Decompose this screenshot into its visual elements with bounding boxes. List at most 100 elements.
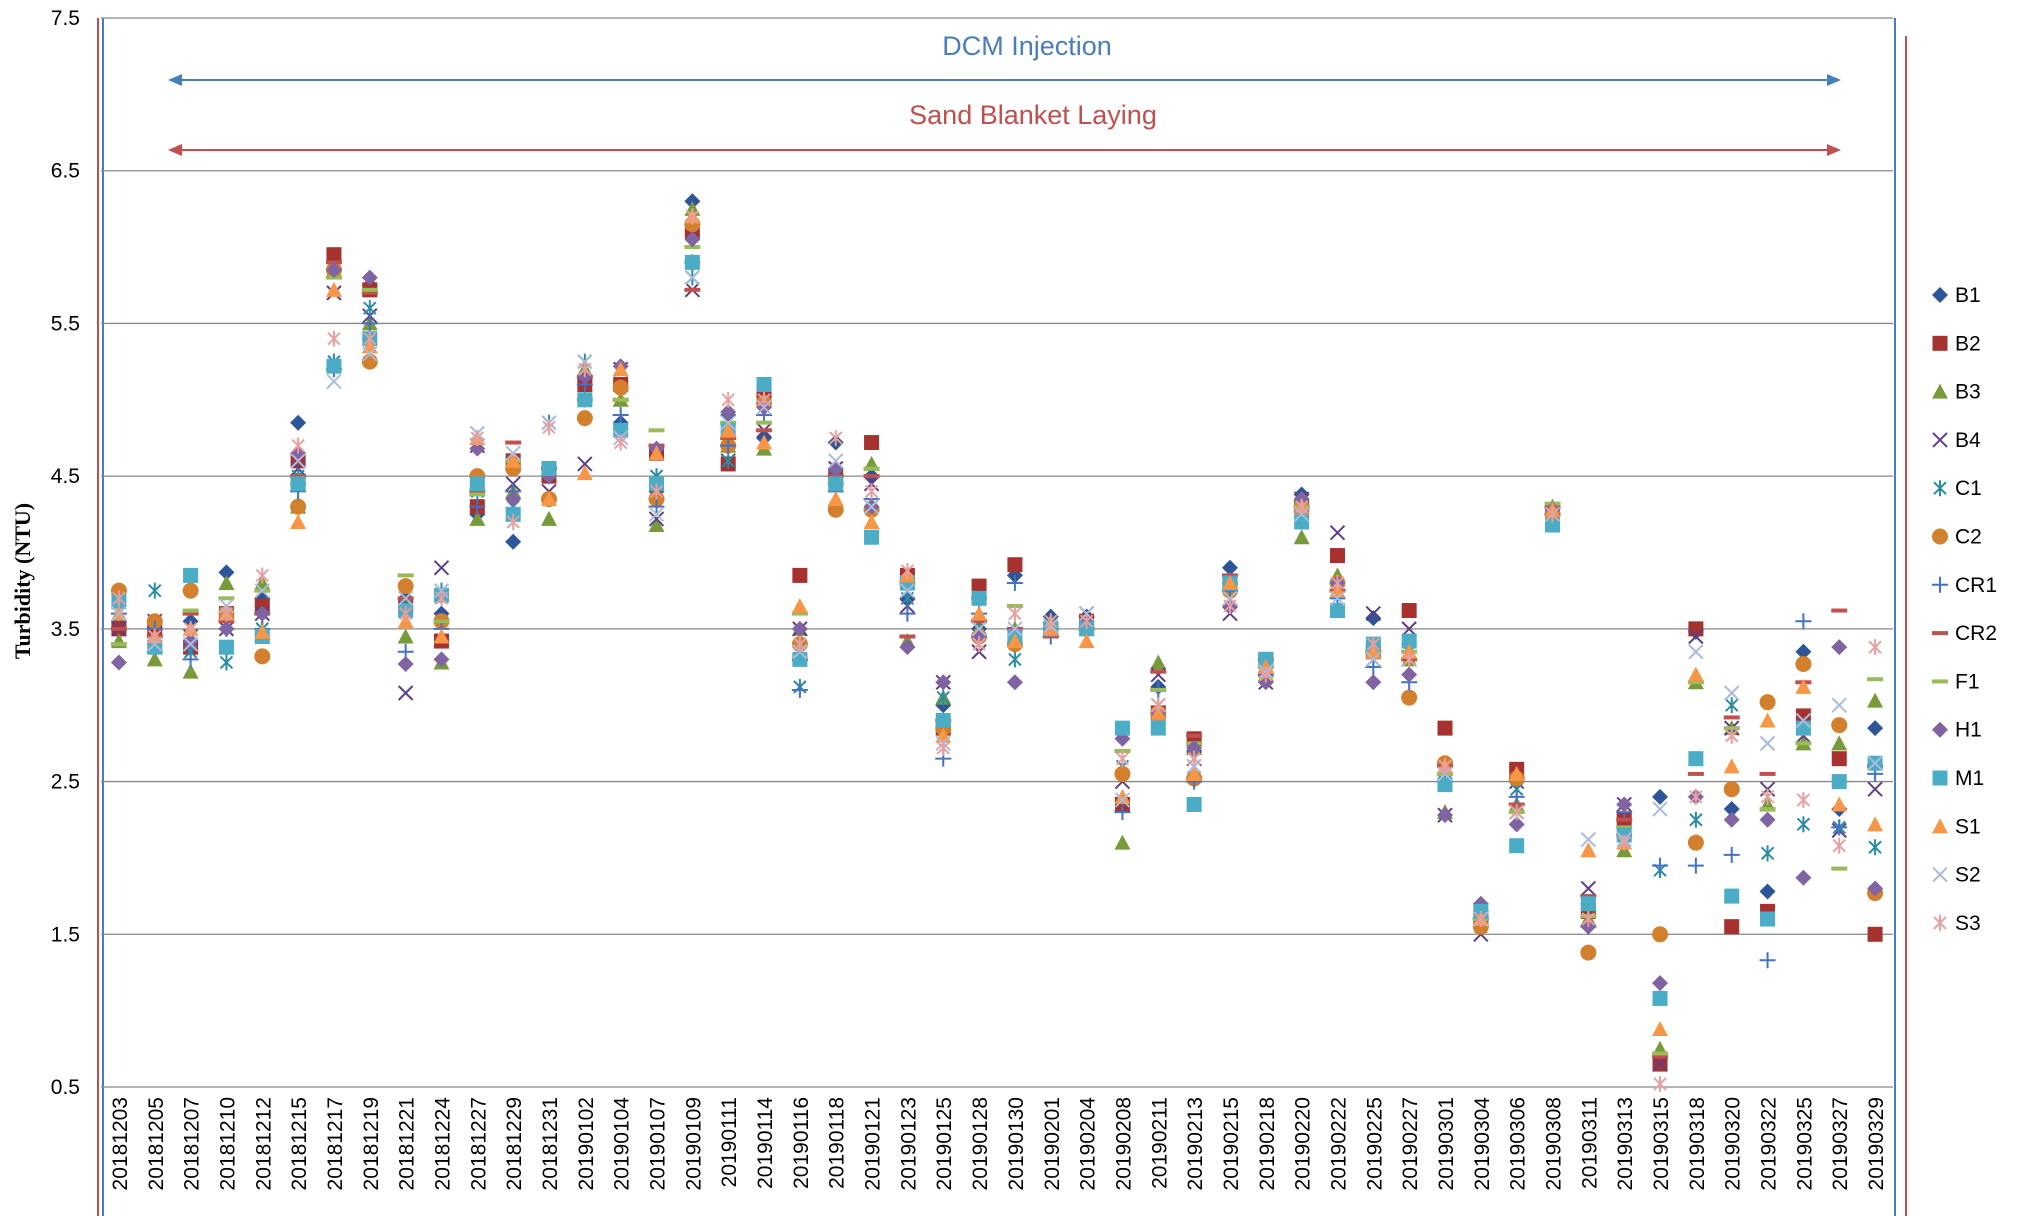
point	[1723, 801, 1740, 818]
x-tick-label: 20190121	[862, 1097, 885, 1190]
point	[1115, 750, 1130, 767]
point	[254, 648, 271, 665]
x-tick-label: 20190308	[1543, 1097, 1566, 1190]
point	[290, 498, 307, 515]
series	[112, 269, 1882, 935]
point	[218, 620, 235, 637]
point	[863, 466, 880, 471]
point	[1150, 654, 1167, 670]
point	[1545, 506, 1560, 523]
point	[899, 605, 916, 622]
point	[1652, 857, 1669, 874]
point	[148, 582, 162, 599]
point	[148, 628, 162, 645]
point	[1114, 788, 1131, 804]
point	[1401, 666, 1418, 683]
point	[325, 261, 342, 278]
point	[1795, 613, 1812, 630]
point	[1187, 750, 1201, 767]
point	[863, 474, 880, 479]
legend-marker	[1932, 631, 1948, 636]
point	[433, 651, 450, 668]
x-tick-label: 20190329	[1865, 1097, 1888, 1190]
point	[1186, 739, 1203, 756]
point	[685, 208, 700, 225]
x-tick-label: 20190102	[575, 1097, 598, 1190]
x-tick-label: 20190301	[1435, 1097, 1458, 1190]
point	[182, 633, 199, 650]
point	[1365, 659, 1382, 676]
point	[397, 685, 414, 701]
point	[1438, 758, 1452, 775]
point	[1759, 771, 1776, 776]
legend-label: CR1	[1955, 574, 1997, 597]
y-tick-label: 5.5	[51, 312, 80, 335]
series	[111, 224, 1883, 1072]
point	[541, 510, 557, 526]
point	[1329, 603, 1345, 619]
point	[398, 605, 413, 622]
point	[363, 300, 377, 317]
point	[648, 428, 665, 433]
point	[791, 611, 808, 616]
point	[793, 636, 807, 653]
point	[1760, 788, 1775, 805]
point	[110, 654, 127, 671]
point	[1796, 791, 1811, 808]
point	[182, 636, 199, 652]
point	[1401, 603, 1417, 619]
point	[578, 361, 592, 378]
point	[1867, 677, 1884, 682]
x-tick-label: 20190104	[611, 1097, 634, 1191]
point	[541, 461, 557, 477]
point	[971, 578, 987, 594]
legend-label: C1	[1955, 477, 1982, 500]
point	[1689, 811, 1703, 828]
x-tick-label: 20190128	[969, 1097, 992, 1190]
x-tick-label: 20190304	[1471, 1097, 1494, 1191]
point	[1760, 845, 1775, 862]
point	[1652, 990, 1668, 1006]
x-tick-label: 20190315	[1650, 1097, 1673, 1190]
point	[863, 498, 880, 515]
point	[1008, 651, 1022, 668]
point	[254, 623, 271, 639]
point	[182, 651, 199, 668]
point	[254, 605, 271, 622]
x-tick-label: 20190318	[1686, 1097, 1709, 1190]
point	[218, 564, 235, 581]
point	[326, 358, 342, 374]
point	[325, 281, 342, 297]
point	[1759, 712, 1776, 728]
point	[1580, 831, 1597, 848]
x-tick-label: 20190320	[1722, 1097, 1745, 1190]
point	[291, 437, 305, 454]
point	[577, 456, 593, 472]
point	[1652, 1020, 1669, 1036]
point	[469, 498, 486, 515]
x-tick-label: 20190213	[1184, 1097, 1207, 1190]
point	[505, 445, 521, 461]
point	[648, 511, 665, 527]
point	[1831, 639, 1848, 656]
point	[290, 414, 307, 431]
point	[1401, 689, 1418, 706]
point	[1580, 842, 1597, 858]
x-tick-label: 20190109	[682, 1097, 705, 1190]
point	[1580, 896, 1596, 912]
point	[612, 397, 629, 402]
point	[1760, 911, 1776, 927]
point	[397, 655, 414, 672]
point	[1867, 781, 1883, 797]
point	[182, 663, 199, 679]
point	[1259, 666, 1273, 683]
legend-label: S3	[1955, 912, 1981, 935]
point	[1831, 774, 1847, 790]
point	[1366, 636, 1381, 653]
point	[397, 628, 414, 644]
y-axis-label: Turbidity (NTU)	[10, 503, 35, 659]
point	[1795, 720, 1811, 736]
point	[791, 681, 808, 698]
point	[864, 529, 880, 545]
legend-marker	[1932, 770, 1948, 786]
